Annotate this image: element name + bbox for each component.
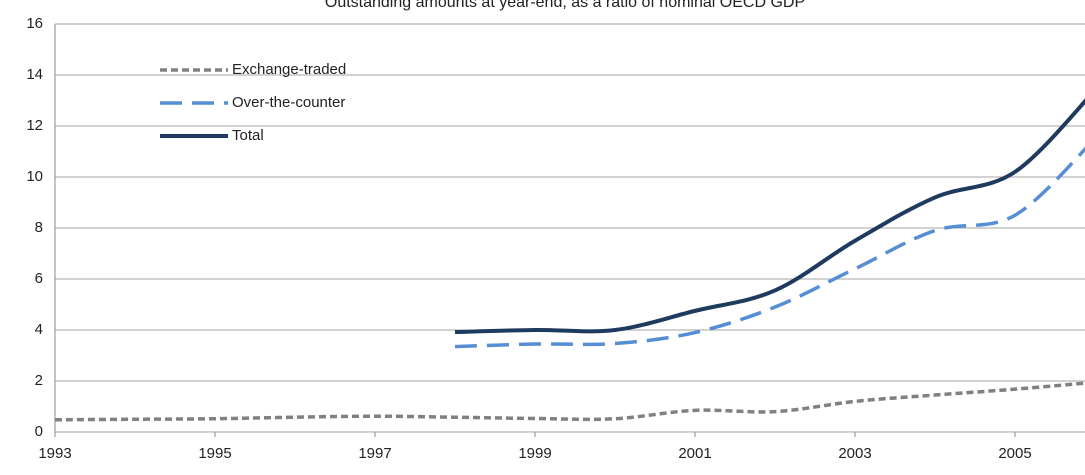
x-tick-label: 1993: [38, 445, 71, 462]
y-tick-label: 14: [26, 66, 43, 83]
y-tick-label: 6: [35, 270, 43, 287]
x-tick-label: 2003: [838, 445, 871, 462]
y-tick-label: 10: [26, 168, 43, 185]
legend-label: Total: [232, 127, 264, 144]
series-line: [54, 381, 1085, 422]
y-tick-label: 16: [26, 15, 43, 32]
x-tick-label: 2005: [998, 445, 1031, 462]
y-tick-label: 4: [35, 321, 43, 338]
y-tick-label: 12: [26, 117, 43, 134]
legend-label: Over-the-counter: [232, 94, 345, 111]
chart-subtitle: Outstanding amounts at year-end, as a ra…: [325, 0, 805, 11]
y-tick-label: 2: [35, 372, 43, 389]
legend-label: Exchange-traded: [232, 61, 346, 78]
x-tick-label: 1995: [198, 445, 231, 462]
x-tick-label: 1999: [518, 445, 551, 462]
y-tick-label: 0: [35, 423, 43, 440]
x-tick-label: 1997: [358, 445, 391, 462]
series-line: [454, 98, 1085, 335]
y-tick-label: 8: [35, 219, 43, 236]
x-tick-label: 2001: [678, 445, 711, 462]
series-line: [454, 146, 1085, 349]
